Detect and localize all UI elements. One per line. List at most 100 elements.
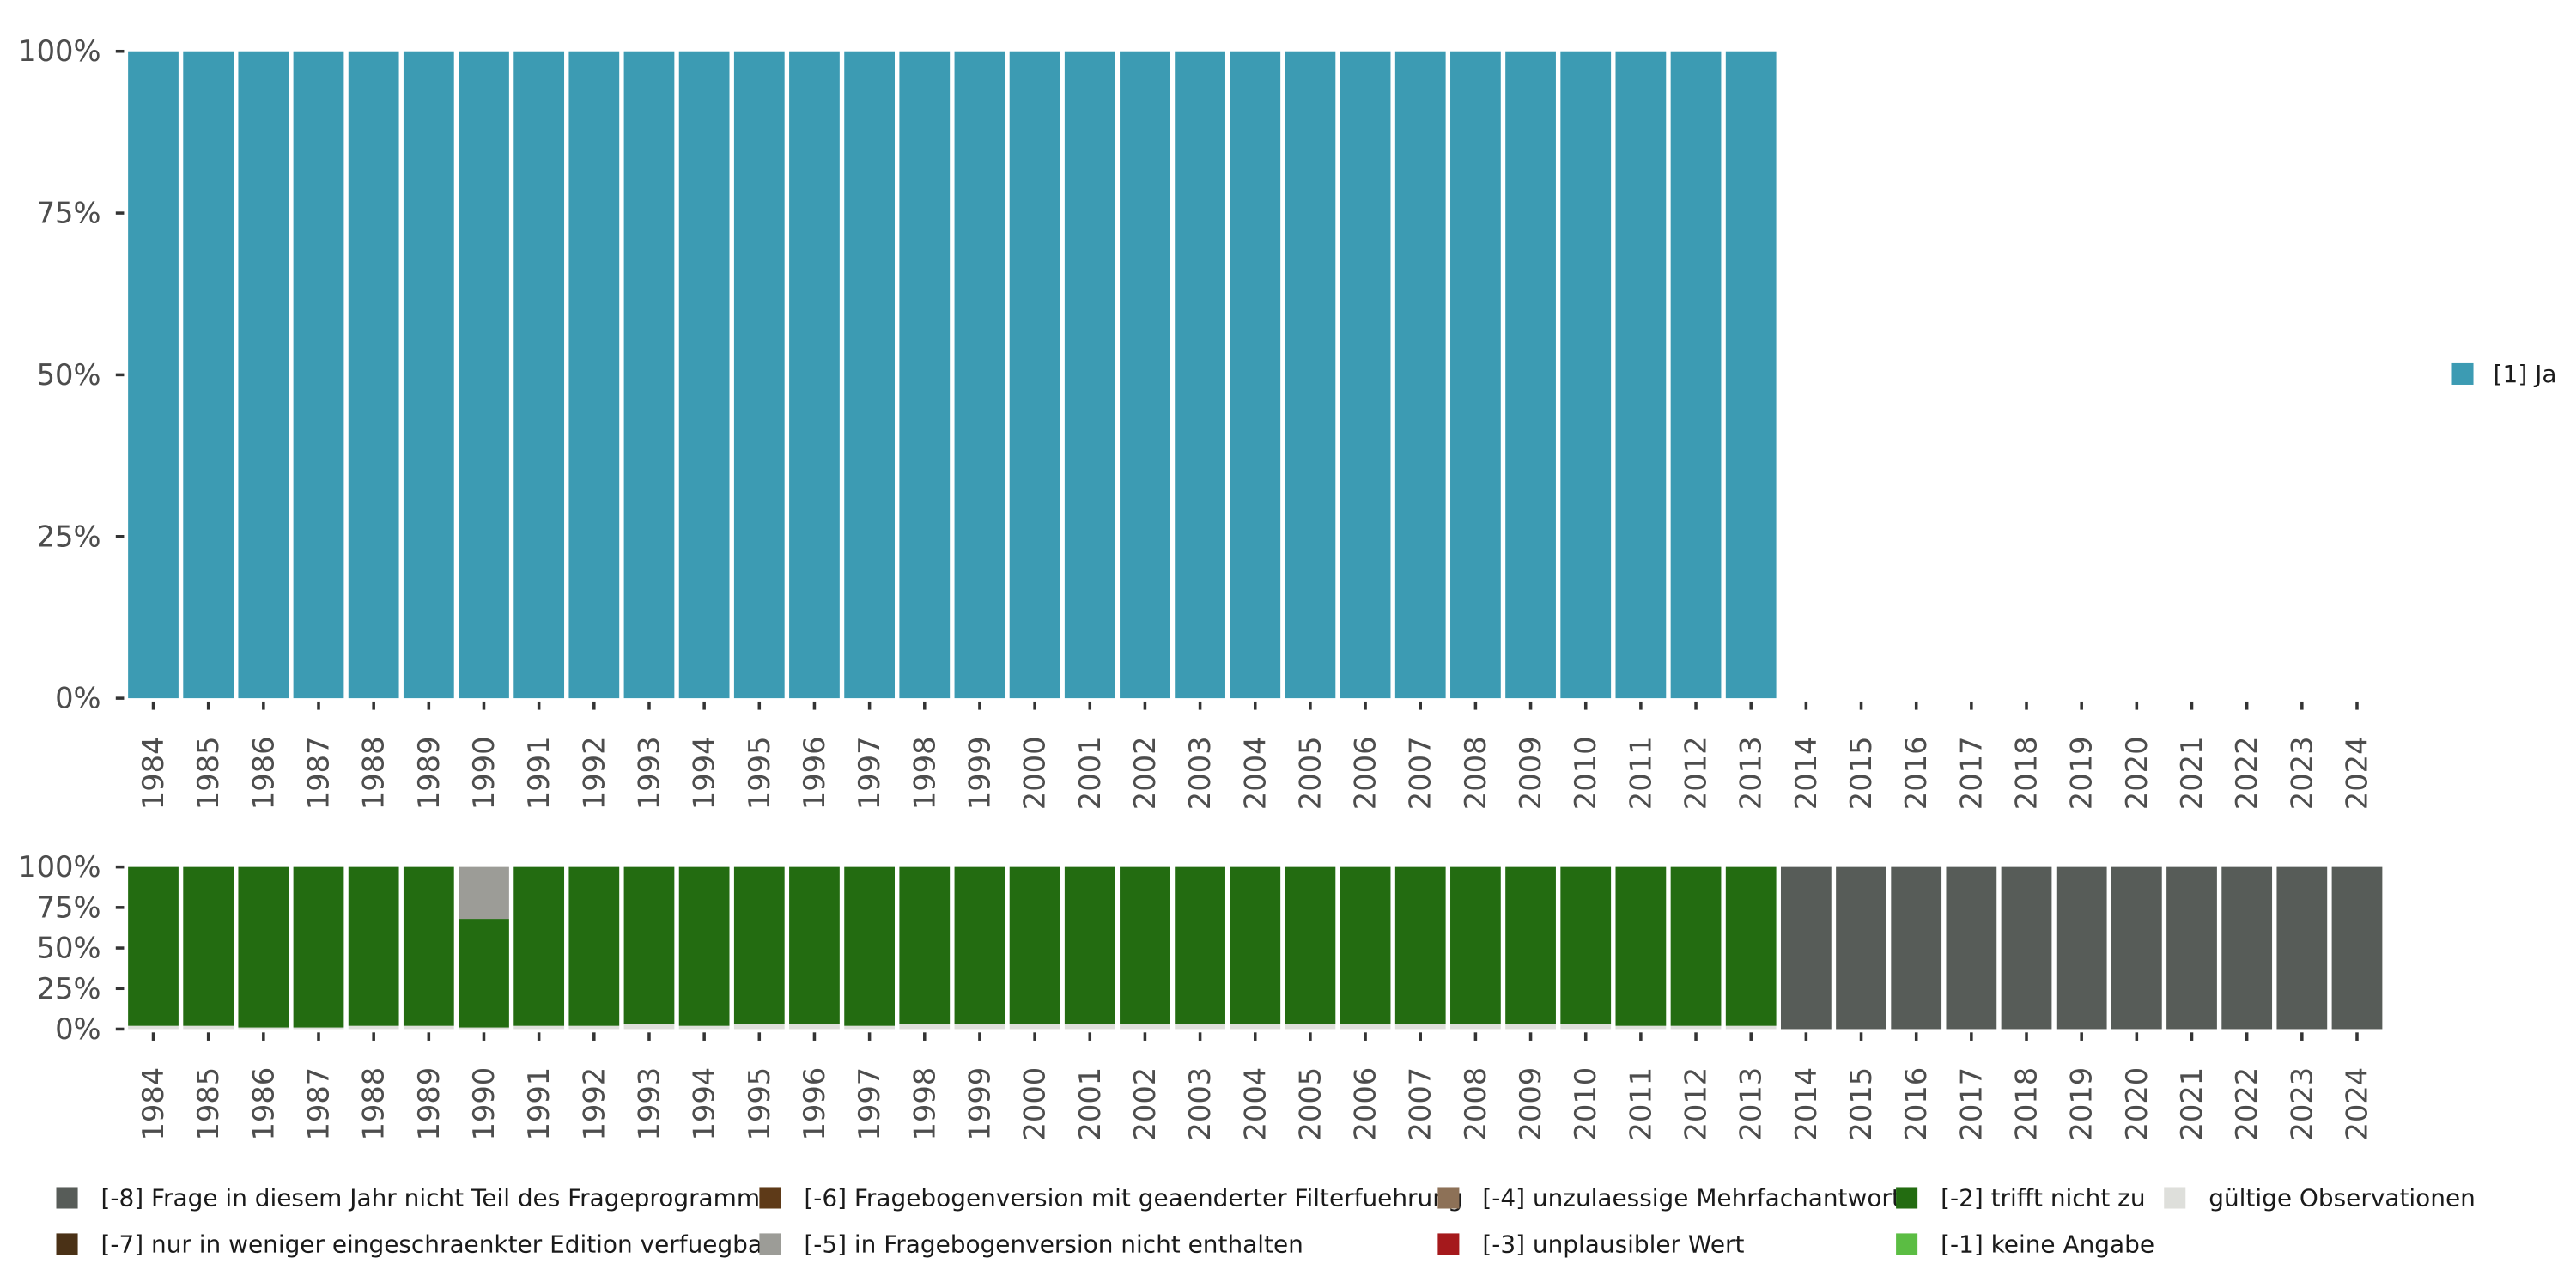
x-tick-label: 2013 bbox=[1735, 1067, 1768, 1141]
bar-1-ja-1989 bbox=[403, 51, 454, 699]
bar-g-ltige-observationen-1998 bbox=[899, 1024, 951, 1030]
x-tick-label: 2017 bbox=[1954, 736, 1988, 810]
x-tick-label: 2002 bbox=[1128, 736, 1162, 810]
bar-1-ja-1984 bbox=[128, 51, 179, 699]
y-tick-label: 50% bbox=[37, 358, 101, 392]
x-tick-label: 1989 bbox=[412, 736, 446, 810]
legend-bottom: [-8] Frage in diesem Jahr nicht Teil des… bbox=[56, 1183, 2476, 1258]
bar-2-trifft-nicht-zu-1990 bbox=[459, 919, 509, 1028]
y-tick-label: 0% bbox=[55, 682, 100, 715]
bar-1-ja-2009 bbox=[1505, 51, 1556, 699]
bar-g-ltige-observationen-2005 bbox=[1285, 1024, 1336, 1030]
bar-2-trifft-nicht-zu-2011 bbox=[1615, 866, 1667, 1026]
bar-2-trifft-nicht-zu-2007 bbox=[1394, 866, 1446, 1024]
bar-1-ja-1992 bbox=[568, 51, 620, 699]
y-tick-label: 100% bbox=[18, 34, 100, 68]
bar-1-ja-2006 bbox=[1340, 51, 1391, 699]
bar-g-ltige-observationen-2012 bbox=[1670, 1025, 1722, 1030]
x-tick-label: 1998 bbox=[908, 736, 941, 810]
bar-1-ja-1998 bbox=[899, 51, 951, 699]
bar-1-ja-2007 bbox=[1394, 51, 1446, 699]
bar-1-ja-1985 bbox=[183, 51, 234, 699]
bar-g-ltige-observationen-2006 bbox=[1340, 1024, 1391, 1030]
bar-2-trifft-nicht-zu-1998 bbox=[899, 866, 951, 1024]
y-tick-label: 50% bbox=[37, 932, 101, 965]
x-tick-label: 2007 bbox=[1404, 1067, 1437, 1141]
bar-g-ltige-observationen-1994 bbox=[678, 1025, 730, 1030]
bar-g-ltige-observationen-2003 bbox=[1175, 1024, 1225, 1030]
bar-2-trifft-nicht-zu-2006 bbox=[1340, 866, 1391, 1024]
x-tick-label: 2017 bbox=[1954, 1067, 1988, 1141]
legend-right: [1] Ja bbox=[2451, 360, 2556, 388]
bar-g-ltige-observationen-1988 bbox=[348, 1025, 399, 1030]
bar-2-trifft-nicht-zu-2013 bbox=[1725, 866, 1777, 1026]
x-tick-label: 1985 bbox=[191, 1067, 225, 1141]
bar-1-ja-1996 bbox=[789, 51, 840, 699]
legend-label-1-ja: [1] Ja bbox=[2494, 360, 2557, 388]
x-tick-label: 2023 bbox=[2285, 1067, 2318, 1141]
bar-g-ltige-observationen-2008 bbox=[1450, 1024, 1501, 1030]
x-tick-label: 2020 bbox=[2120, 1067, 2154, 1141]
y-tick-label: 75% bbox=[37, 890, 101, 924]
bar-1-ja-2004 bbox=[1230, 51, 1281, 699]
x-tick-label: 1986 bbox=[246, 1067, 280, 1141]
bar-g-ltige-observationen-1996 bbox=[789, 1024, 840, 1030]
bar-1-ja-2008 bbox=[1450, 51, 1501, 699]
legend-label-1-keine-angabe: [-1] keine Angabe bbox=[1941, 1230, 2154, 1258]
bar-8-frage-in-diesem-jahr-nicht-teil-des-frageprogramms-2024 bbox=[2331, 866, 2383, 1030]
bar-8-frage-in-diesem-jahr-nicht-teil-des-frageprogramms-2021 bbox=[2166, 866, 2217, 1030]
x-tick-label: 2021 bbox=[2175, 736, 2208, 810]
legend-key-2-trifft-nicht-zu bbox=[1896, 1187, 1918, 1209]
x-tick-label: 1999 bbox=[963, 1067, 996, 1141]
x-tick-label: 1987 bbox=[302, 736, 336, 810]
bar-g-ltige-observationen-1991 bbox=[513, 1025, 565, 1030]
x-tick-label: 2006 bbox=[1349, 1067, 1382, 1141]
bar-2-trifft-nicht-zu-2004 bbox=[1230, 866, 1281, 1024]
x-tick-label: 2016 bbox=[1899, 736, 1933, 810]
bar-g-ltige-observationen-1995 bbox=[733, 1024, 785, 1030]
x-tick-label: 1996 bbox=[798, 1067, 831, 1141]
bar-2-trifft-nicht-zu-2002 bbox=[1120, 866, 1170, 1024]
x-tick-label: 1984 bbox=[137, 1067, 170, 1141]
bar-8-frage-in-diesem-jahr-nicht-teil-des-frageprogramms-2015 bbox=[1836, 866, 1886, 1030]
bar-2-trifft-nicht-zu-1988 bbox=[348, 866, 399, 1026]
x-tick-label: 1997 bbox=[853, 736, 886, 810]
y-tick-label: 75% bbox=[37, 197, 101, 230]
bar-g-ltige-observationen-1990 bbox=[459, 1027, 509, 1030]
bar-2-trifft-nicht-zu-1986 bbox=[238, 866, 289, 1028]
bar-g-ltige-observationen-1999 bbox=[954, 1024, 1005, 1030]
x-tick-label: 2018 bbox=[2010, 1067, 2044, 1141]
bar-1-ja-2011 bbox=[1615, 51, 1667, 699]
y-tick-label: 0% bbox=[55, 1012, 100, 1046]
x-tick-label: 2015 bbox=[1844, 736, 1878, 810]
x-tick-label: 2009 bbox=[1514, 1067, 1547, 1141]
x-tick-label: 2022 bbox=[2230, 736, 2263, 810]
legend-key-7-nur-in-weniger-eingeschraenkter-edition-verfuegbar bbox=[56, 1233, 78, 1255]
x-tick-label: 1990 bbox=[467, 1067, 501, 1141]
x-tick-label: 2014 bbox=[1789, 736, 1823, 810]
bar-1-ja-2003 bbox=[1175, 51, 1225, 699]
x-tick-label: 2018 bbox=[2010, 736, 2044, 810]
x-tick-label: 1993 bbox=[632, 736, 665, 810]
bar-2-trifft-nicht-zu-2009 bbox=[1505, 866, 1556, 1024]
legend-key-g-ltige-observationen bbox=[2164, 1187, 2186, 1209]
x-tick-label: 2021 bbox=[2175, 1067, 2208, 1141]
x-tick-label: 2015 bbox=[1844, 1067, 1878, 1141]
bar-2-trifft-nicht-zu-1992 bbox=[568, 866, 620, 1026]
y-tick-label: 25% bbox=[37, 972, 101, 1005]
x-tick-label: 2001 bbox=[1073, 1067, 1107, 1141]
x-tick-label: 2003 bbox=[1183, 1067, 1217, 1141]
bar-2-trifft-nicht-zu-2003 bbox=[1175, 866, 1225, 1024]
bar-2-trifft-nicht-zu-1991 bbox=[513, 866, 565, 1026]
legend-label-7-nur-in-weniger-eingeschraenkter-edition-verfuegbar: [-7] nur in weniger eingeschraenkter Edi… bbox=[101, 1230, 773, 1258]
bottom-panel: 0% 25% 50% 75% 100% 1984 1985 1986 1987 1988 1989 1… bbox=[18, 850, 2383, 1141]
bar-2-trifft-nicht-zu-1984 bbox=[128, 866, 179, 1026]
bar-g-ltige-observationen-1993 bbox=[623, 1024, 675, 1030]
x-tick-label: 1992 bbox=[577, 1067, 611, 1141]
x-tick-label: 1991 bbox=[522, 1067, 556, 1141]
x-tick-label: 2007 bbox=[1404, 736, 1437, 810]
bar-2-trifft-nicht-zu-2012 bbox=[1670, 866, 1722, 1026]
x-tick-label: 1997 bbox=[853, 1067, 886, 1141]
bar-8-frage-in-diesem-jahr-nicht-teil-des-frageprogramms-2022 bbox=[2221, 866, 2273, 1030]
x-tick-label: 1996 bbox=[798, 736, 831, 810]
